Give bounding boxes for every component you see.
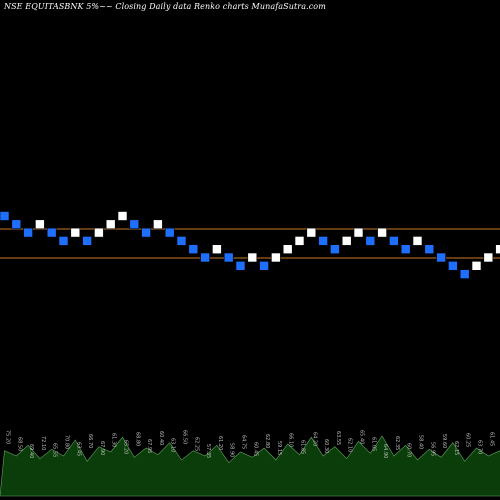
down-brick xyxy=(141,227,151,238)
down-brick xyxy=(389,236,399,246)
price-label: 61.20 xyxy=(217,436,223,450)
price-label: 67.95 xyxy=(146,439,152,453)
price-label: 61.05 xyxy=(370,437,376,451)
down-brick xyxy=(424,244,435,254)
down-brick xyxy=(330,244,340,254)
down-brick xyxy=(164,227,175,238)
volume-area-layer xyxy=(0,435,500,497)
volume-area xyxy=(0,435,500,497)
up-brick xyxy=(35,219,45,230)
up-brick xyxy=(153,219,163,230)
down-brick xyxy=(188,244,199,254)
price-label: 66.50 xyxy=(182,430,188,444)
down-brick xyxy=(129,219,140,230)
price-label: 63.70 xyxy=(477,440,483,454)
price-label: 60.30 xyxy=(323,439,329,453)
down-brick xyxy=(200,252,210,263)
price-label: 68.80 xyxy=(134,432,140,446)
price-label: 72.10 xyxy=(40,436,46,450)
price-label: 62.35 xyxy=(394,436,400,450)
up-brick xyxy=(105,219,116,230)
down-brick xyxy=(448,260,458,271)
up-brick xyxy=(483,252,494,263)
price-label: 65.40 xyxy=(359,430,365,444)
up-brick xyxy=(495,244,500,254)
up-brick xyxy=(117,211,128,221)
price-label: 59.60 xyxy=(441,434,447,448)
down-brick xyxy=(46,227,57,238)
price-label: 62.25 xyxy=(193,437,199,451)
down-brick xyxy=(365,236,376,246)
price-label: 65.55 xyxy=(52,443,58,457)
down-brick xyxy=(436,252,446,263)
price-label: 60.40 xyxy=(158,431,164,445)
chart-title: NSE EQUITASBNK 5%~~ Closing Daily data R… xyxy=(4,2,326,11)
price-label: 67.90 xyxy=(99,441,105,455)
down-brick xyxy=(259,260,269,271)
price-label: 62.80 xyxy=(264,434,270,448)
price-label: 58.90 xyxy=(229,443,235,457)
price-label: 60.45 xyxy=(252,442,258,456)
price-label: 63.55 xyxy=(335,431,341,445)
up-brick xyxy=(377,227,387,238)
price-label: 65.20 xyxy=(123,440,129,454)
up-brick xyxy=(212,244,222,254)
up-brick xyxy=(247,252,258,263)
up-brick xyxy=(70,227,81,238)
price-label: 62.15 xyxy=(453,441,459,455)
price-label: 62.10 xyxy=(347,438,353,452)
price-label: 66.70 xyxy=(87,434,93,448)
down-brick xyxy=(58,236,69,246)
up-brick xyxy=(94,227,104,238)
price-label: 64.75 xyxy=(241,435,247,449)
price-label: 64.20 xyxy=(311,432,317,446)
down-brick xyxy=(223,252,234,263)
down-brick xyxy=(82,236,92,246)
price-label: 58.40 xyxy=(418,435,424,449)
price-label: 63.45 xyxy=(75,442,81,456)
price-label: 66.10 xyxy=(288,433,294,447)
up-brick xyxy=(341,236,352,246)
up-brick xyxy=(353,227,364,238)
up-brick xyxy=(294,236,305,246)
price-label: 61.45 xyxy=(488,432,494,446)
price-label: 61.30 xyxy=(111,433,117,447)
up-brick xyxy=(271,252,281,263)
renko-bricks-layer xyxy=(0,211,500,279)
down-brick xyxy=(0,211,10,221)
price-label: 75.20 xyxy=(5,430,11,444)
down-brick xyxy=(235,260,246,271)
down-brick xyxy=(23,227,33,238)
price-label: 60.25 xyxy=(465,433,471,447)
price-labels-layer: 75.20 68.50 69.40 72.10 65.55 70.80 63.45 66.70… xyxy=(5,430,495,458)
up-brick xyxy=(306,227,317,238)
price-label: 68.50 xyxy=(16,437,22,451)
price-label: 69.40 xyxy=(28,444,34,458)
down-brick xyxy=(318,236,328,246)
up-brick xyxy=(471,260,482,271)
down-brick xyxy=(459,269,470,279)
down-brick xyxy=(400,244,411,254)
price-label: 64.90 xyxy=(382,444,388,458)
price-label: 61.85 xyxy=(300,440,306,454)
price-label: 57.35 xyxy=(205,444,211,458)
up-brick xyxy=(282,244,293,254)
price-label: 56.95 xyxy=(429,442,435,456)
price-label: 70.80 xyxy=(64,435,70,449)
price-label: 59.15 xyxy=(276,441,282,455)
price-label: 60.70 xyxy=(406,443,412,457)
up-brick xyxy=(412,236,423,246)
down-brick xyxy=(11,219,22,230)
price-label: 63.10 xyxy=(170,438,176,452)
down-brick xyxy=(176,236,187,246)
